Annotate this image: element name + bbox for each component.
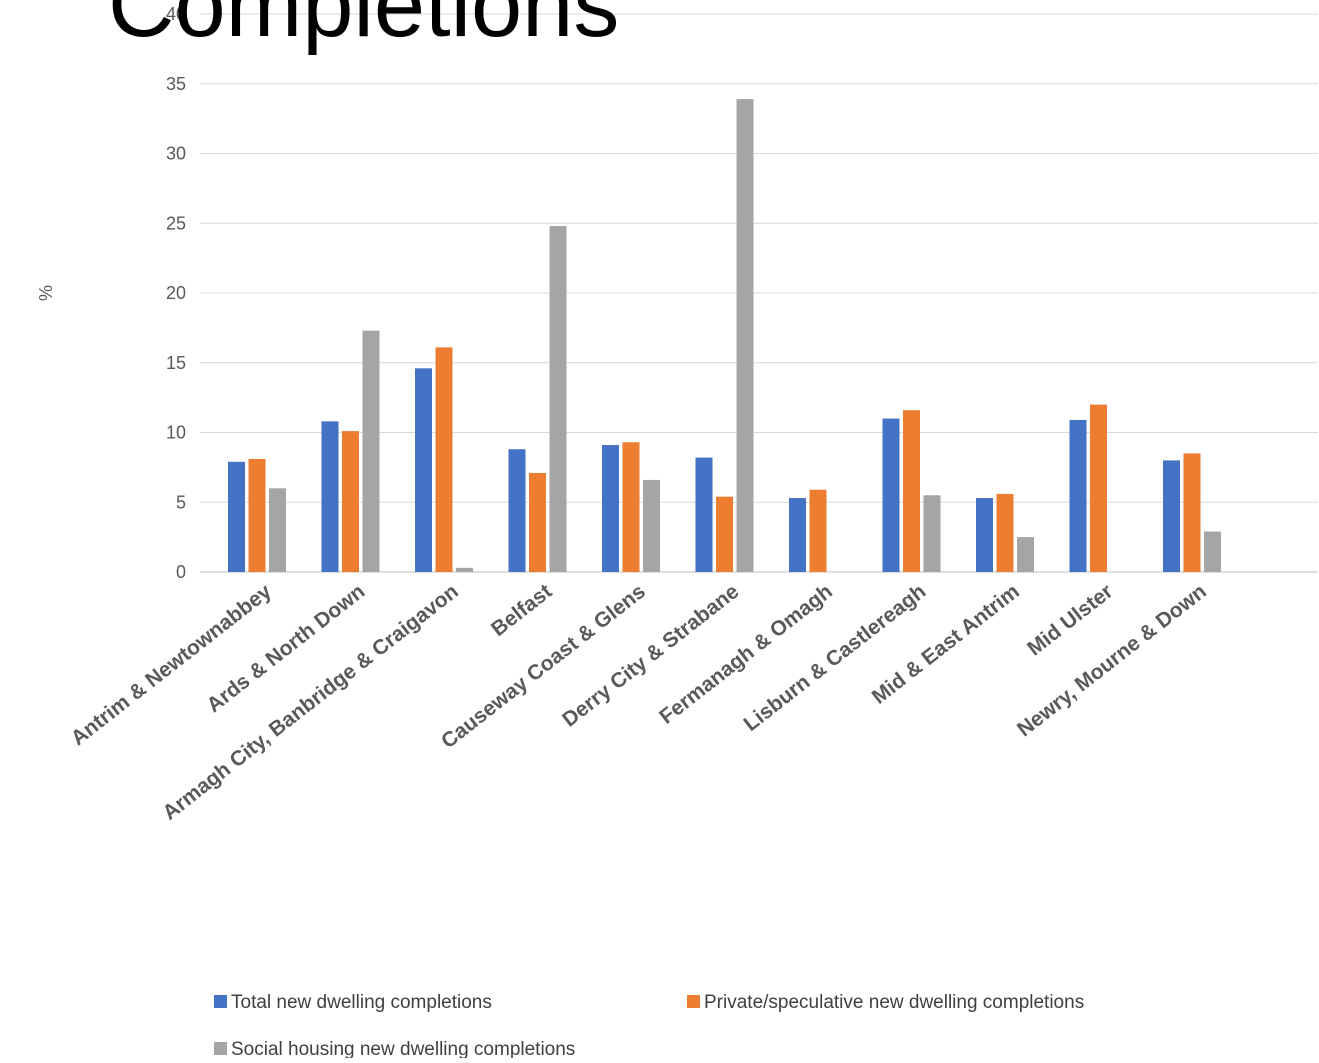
y-tick-label: 25 bbox=[166, 213, 186, 233]
bar bbox=[695, 457, 713, 572]
bar bbox=[996, 493, 1014, 572]
bar bbox=[1163, 460, 1180, 572]
y-tick-label: 20 bbox=[166, 283, 186, 303]
y-tick-label: 35 bbox=[166, 74, 186, 94]
bar bbox=[923, 495, 941, 572]
bar bbox=[549, 226, 567, 573]
bar bbox=[415, 368, 432, 572]
bar bbox=[362, 330, 380, 572]
bar bbox=[602, 445, 619, 572]
bar bbox=[1204, 531, 1221, 572]
bar bbox=[1090, 404, 1107, 572]
bar bbox=[976, 498, 993, 572]
bar bbox=[1069, 419, 1087, 572]
legend-swatch bbox=[687, 995, 700, 1008]
legend-label: Private/speculative new dwelling complet… bbox=[704, 992, 1084, 1013]
bar bbox=[809, 489, 827, 572]
bar bbox=[1183, 453, 1201, 572]
y-tick-label: 10 bbox=[166, 423, 186, 443]
x-category-label: Derry City & Strabane bbox=[558, 580, 743, 732]
bar bbox=[736, 99, 754, 572]
chart-title: Completions bbox=[108, 0, 619, 56]
bar bbox=[456, 567, 473, 572]
bar bbox=[248, 459, 266, 572]
legend-label: Social housing new dwelling completions bbox=[231, 1039, 575, 1058]
bar bbox=[622, 442, 640, 572]
y-tick-label: 30 bbox=[166, 144, 186, 164]
bar bbox=[789, 498, 806, 572]
x-category-label: Fermanagh & Omagh bbox=[655, 580, 837, 729]
bar bbox=[342, 431, 359, 572]
legend-swatch bbox=[214, 995, 227, 1008]
x-category-label: Mid Ulster bbox=[1023, 580, 1117, 661]
y-axis-ticks: 0 5 10 15 20 25 30 35 40 bbox=[166, 4, 186, 582]
bar bbox=[228, 461, 245, 572]
y-tick-label: 40 bbox=[166, 4, 186, 24]
bars bbox=[228, 99, 1221, 573]
bar bbox=[435, 347, 453, 572]
y-axis-title: % bbox=[36, 285, 56, 301]
x-category-label: Ards & North Down bbox=[203, 580, 370, 717]
legend-swatch bbox=[214, 1042, 227, 1055]
bar bbox=[1017, 537, 1034, 572]
gridlines bbox=[200, 13, 1318, 573]
bar bbox=[529, 472, 546, 572]
x-category-label: Newry, Mourne & Down bbox=[1013, 580, 1211, 742]
bar bbox=[321, 421, 339, 572]
bar bbox=[882, 418, 900, 572]
bar bbox=[903, 410, 920, 572]
bar bbox=[643, 479, 660, 572]
x-category-label: Belfast bbox=[487, 580, 556, 641]
y-tick-label: 5 bbox=[176, 492, 186, 512]
bar bbox=[716, 496, 733, 572]
legend: Total new dwelling completions Private/sp… bbox=[214, 992, 1084, 1060]
x-category-label: Lisburn & Castlereagh bbox=[740, 580, 931, 736]
bar bbox=[508, 449, 526, 572]
bar bbox=[269, 488, 286, 572]
legend-label: Total new dwelling completions bbox=[231, 992, 492, 1013]
y-tick-label: 15 bbox=[166, 353, 186, 373]
y-tick-label: 0 bbox=[176, 562, 186, 582]
